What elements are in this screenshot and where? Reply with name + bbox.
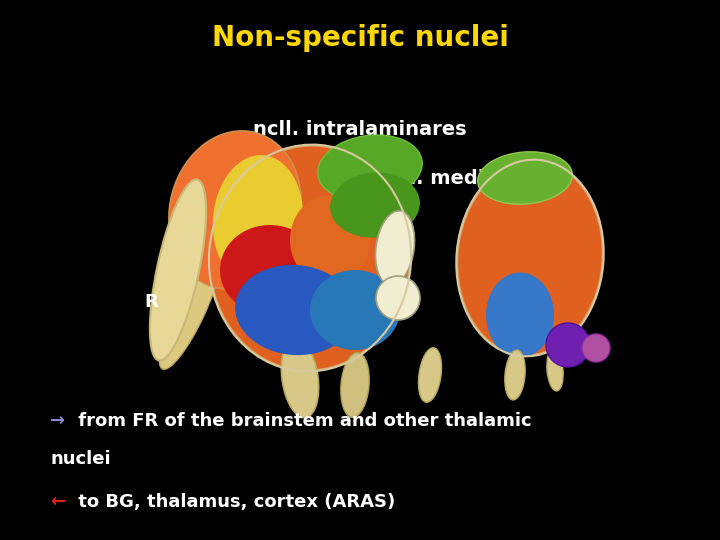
- Ellipse shape: [150, 179, 206, 361]
- Text: R: R: [144, 293, 158, 312]
- Text: ncll. intralaminares: ncll. intralaminares: [253, 120, 467, 139]
- Ellipse shape: [341, 353, 369, 417]
- Circle shape: [376, 276, 420, 320]
- Ellipse shape: [265, 260, 345, 330]
- Ellipse shape: [282, 339, 319, 417]
- Ellipse shape: [220, 225, 320, 315]
- Ellipse shape: [213, 155, 303, 285]
- Ellipse shape: [457, 161, 603, 355]
- Text: from FR of the brainstem and other thalamic: from FR of the brainstem and other thala…: [72, 412, 531, 430]
- Ellipse shape: [486, 273, 554, 357]
- Text: nuclei: nuclei: [50, 450, 111, 468]
- Text: →: →: [50, 412, 66, 430]
- Circle shape: [582, 334, 610, 362]
- Text: ←: ←: [50, 493, 66, 511]
- Ellipse shape: [169, 131, 301, 289]
- Circle shape: [546, 323, 590, 367]
- Ellipse shape: [505, 350, 525, 400]
- Ellipse shape: [318, 135, 422, 201]
- Ellipse shape: [235, 265, 355, 355]
- Ellipse shape: [290, 195, 370, 285]
- Ellipse shape: [477, 152, 572, 204]
- Ellipse shape: [310, 270, 400, 350]
- Ellipse shape: [546, 349, 563, 391]
- Ellipse shape: [375, 211, 415, 285]
- Text: ncl. medianus: ncl. medianus: [384, 168, 537, 188]
- Text: to BG, thalamus, cortex (ARAS): to BG, thalamus, cortex (ARAS): [72, 493, 395, 511]
- Ellipse shape: [159, 251, 220, 369]
- Ellipse shape: [210, 146, 410, 370]
- Ellipse shape: [418, 348, 441, 402]
- Ellipse shape: [330, 172, 420, 238]
- Text: Non-specific nuclei: Non-specific nuclei: [212, 24, 508, 52]
